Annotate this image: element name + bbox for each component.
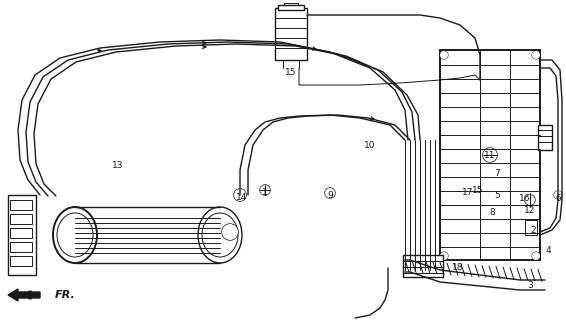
Text: 16: 16: [519, 194, 531, 203]
Text: 1: 1: [262, 188, 268, 196]
Text: 8: 8: [489, 207, 495, 217]
Text: 10: 10: [365, 140, 376, 149]
Bar: [275, 8, 307, 60]
Bar: [538, 125, 552, 150]
Text: 9: 9: [327, 190, 333, 199]
Bar: [10, 228, 32, 238]
Ellipse shape: [325, 188, 335, 198]
Text: 3: 3: [527, 281, 533, 290]
Text: 7: 7: [494, 169, 500, 178]
Bar: [278, 5, 304, 10]
Ellipse shape: [440, 51, 448, 59]
Text: 15: 15: [472, 186, 484, 195]
Ellipse shape: [532, 252, 540, 260]
Text: 11: 11: [484, 150, 496, 159]
Ellipse shape: [525, 195, 535, 205]
Ellipse shape: [483, 148, 497, 162]
Bar: [440, 50, 540, 260]
Bar: [525, 220, 537, 235]
Text: 6: 6: [555, 194, 561, 203]
Bar: [10, 200, 32, 210]
Text: 17: 17: [462, 188, 474, 196]
Text: 5: 5: [494, 190, 500, 199]
Ellipse shape: [532, 51, 540, 59]
FancyArrow shape: [8, 289, 40, 301]
Text: 13: 13: [112, 161, 124, 170]
Bar: [10, 214, 32, 224]
Text: 18: 18: [452, 263, 464, 273]
Text: 2: 2: [530, 226, 536, 235]
Ellipse shape: [260, 185, 270, 195]
Text: 15: 15: [285, 68, 297, 76]
Bar: [10, 256, 32, 266]
Text: FR.: FR.: [55, 290, 75, 300]
Bar: [403, 255, 443, 277]
Ellipse shape: [234, 189, 246, 201]
Text: 4: 4: [545, 245, 551, 254]
Text: 12: 12: [524, 205, 535, 214]
Ellipse shape: [440, 252, 448, 260]
Ellipse shape: [554, 191, 562, 199]
Text: 14: 14: [237, 193, 248, 202]
Bar: [10, 242, 32, 252]
Ellipse shape: [222, 224, 238, 240]
Bar: [8, 195, 36, 275]
